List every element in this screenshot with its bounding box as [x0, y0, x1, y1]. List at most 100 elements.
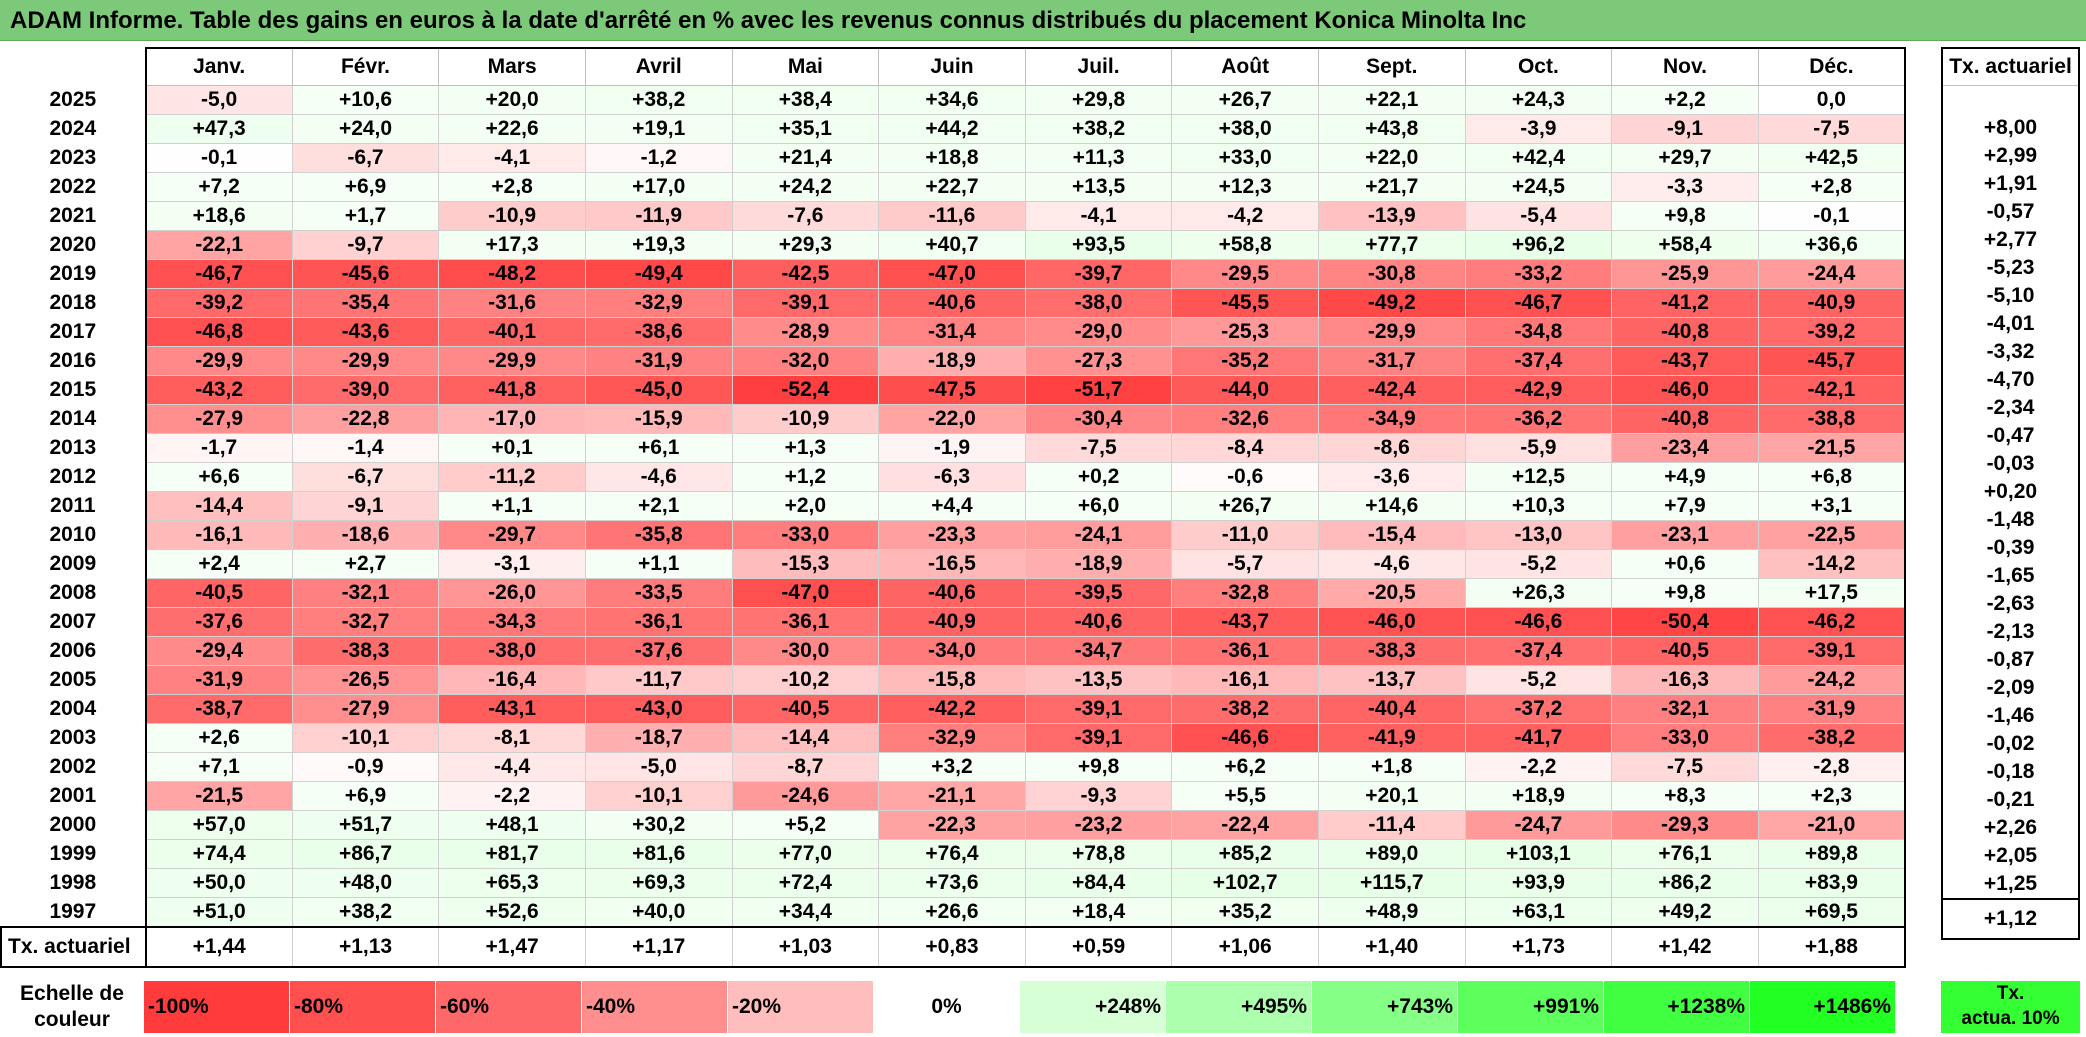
gain-cell: -39,1: [731, 288, 880, 318]
gain-cell: -21,1: [878, 781, 1026, 811]
footer-rate-cell: +1,73: [1464, 926, 1612, 968]
gain-cell: +9,8: [1024, 752, 1173, 782]
gain-cell: +24,0: [291, 114, 440, 144]
gain-cell: +19,3: [584, 230, 733, 260]
gain-cell: +4,4: [878, 491, 1026, 521]
gain-cell: -3,6: [1317, 462, 1466, 492]
gain-cell: +22,0: [1317, 143, 1466, 173]
gain-cell: +24,5: [1464, 172, 1613, 202]
gain-cell: +35,2: [1171, 897, 1319, 928]
gain-cell: +78,8: [1024, 839, 1173, 869]
gain-cell: -4,1: [1024, 201, 1173, 231]
gain-cell: -40,9: [878, 607, 1026, 637]
gain-cell: -10,9: [731, 404, 880, 434]
gain-cell: +38,2: [584, 85, 733, 115]
gain-cell: -46,6: [1464, 607, 1613, 637]
gain-cell: -13,5: [1024, 665, 1173, 695]
gain-cell: -13,9: [1317, 201, 1466, 231]
gain-cell: -40,5: [144, 578, 293, 608]
gain-cell: -37,4: [1464, 346, 1613, 376]
month-header: Juil.: [1024, 47, 1172, 86]
gain-cell: -46,8: [144, 317, 293, 347]
gain-cell: +72,4: [731, 868, 880, 898]
rate-cell: -2,34: [1941, 394, 2080, 422]
rate-cell: -2,13: [1941, 618, 2080, 646]
gain-cell: -31,7: [1317, 346, 1466, 376]
gain-cell: -9,1: [1611, 114, 1759, 144]
year-label: 2001: [49, 784, 97, 807]
gain-cell: +34,4: [731, 897, 880, 928]
gain-cell: +24,3: [1464, 85, 1613, 115]
gain-cell: -38,0: [1024, 288, 1173, 318]
gain-cell: -33,0: [1611, 723, 1759, 753]
gain-cell: -13,0: [1464, 520, 1613, 550]
rate-cell: -1,65: [1941, 562, 2080, 590]
gain-cell: -4,4: [438, 752, 586, 782]
gain-cell: -22,0: [878, 404, 1026, 434]
gain-cell: +36,6: [1757, 230, 1906, 260]
gain-cell: -29,7: [438, 520, 586, 550]
gain-cell: -5,0: [144, 85, 293, 115]
gain-cell: +2,8: [1757, 172, 1906, 202]
table-row: 1999 +74,4 +86,7 +81,7 +81,6 +77,0 +76,4 +78,8 +…: [1, 839, 1906, 869]
gain-cell: -27,9: [291, 694, 440, 724]
table-row: 2000 +57,0 +51,7 +48,1 +30,2 +5,2 -22,3 -23,2 -2…: [1, 810, 1906, 840]
gain-cell: +1,8: [1317, 752, 1466, 782]
gain-cell: -40,9: [1757, 288, 1906, 318]
gain-cell: -9,3: [1024, 781, 1173, 811]
title-bar: ADAM Informe. Table des gains en euros à…: [0, 0, 2086, 41]
gain-cell: +6,1: [584, 433, 733, 463]
gain-cell: -42,2: [878, 694, 1026, 724]
rate-cell: +2,26: [1941, 814, 2080, 842]
gain-cell: +89,8: [1757, 839, 1906, 869]
gain-cell: +49,2: [1611, 897, 1759, 928]
gain-cell: -46,0: [1611, 375, 1759, 405]
rate-cell: +1,25: [1941, 870, 2080, 900]
table-row: 1997 +51,0 +38,2 +52,6 +40,0 +34,4 +26,6 +18,4 +…: [1, 897, 1906, 928]
gain-cell: -16,1: [144, 520, 293, 550]
gain-cell: -1,9: [878, 433, 1026, 463]
gain-cell: +81,7: [438, 839, 586, 869]
gain-cell: +20,1: [1317, 781, 1466, 811]
gain-cell: +5,5: [1171, 781, 1319, 811]
gain-cell: +33,0: [1171, 143, 1319, 173]
gain-cell: -45,0: [584, 375, 733, 405]
gain-cell: +1,1: [438, 491, 586, 521]
gain-cell: +18,4: [1024, 897, 1173, 928]
table-row: 2022 +7,2 +6,9 +2,8 +17,0 +24,2 +22,7 +13,5 +12,…: [1, 172, 1906, 202]
gain-cell: -4,6: [1317, 549, 1466, 579]
gain-cell: -39,7: [1024, 259, 1173, 289]
gain-cell: +69,5: [1757, 897, 1906, 928]
gain-cell: +6,2: [1171, 752, 1319, 782]
gain-cell: -32,0: [731, 346, 880, 376]
gain-cell: -40,5: [731, 694, 880, 724]
gain-cell: +7,2: [144, 172, 293, 202]
gain-cell: -40,5: [1611, 636, 1759, 666]
color-scale: -100% -80% -60% -40% -20% 0% +248% +495% +743% +9…: [144, 981, 1896, 1033]
gain-cell: +63,1: [1464, 897, 1613, 928]
gain-cell: +22,7: [878, 172, 1026, 202]
gain-cell: -17,0: [438, 404, 586, 434]
gain-cell: -7,5: [1611, 752, 1759, 782]
gain-cell: -18,9: [1024, 549, 1173, 579]
gain-cell: -20,5: [1317, 578, 1466, 608]
year-label: 2015: [49, 378, 97, 401]
gain-cell: +77,0: [731, 839, 880, 869]
year-label: 2003: [49, 726, 97, 749]
gain-cell: -10,9: [438, 201, 586, 231]
gain-cell: -15,4: [1317, 520, 1466, 550]
gain-cell: -5,2: [1464, 549, 1613, 579]
gain-cell: -27,9: [144, 404, 293, 434]
gain-cell: -29,4: [144, 636, 293, 666]
gain-cell: -40,8: [1611, 404, 1759, 434]
gain-cell: +13,5: [1024, 172, 1173, 202]
gain-cell: -46,0: [1317, 607, 1466, 637]
gain-cell: -2,8: [1757, 752, 1906, 782]
gain-cell: +2,8: [438, 172, 586, 202]
gain-cell: +0,1: [438, 433, 586, 463]
gain-cell: +48,1: [438, 810, 586, 840]
gain-cell: +35,1: [731, 114, 880, 144]
gain-cell: -22,4: [1171, 810, 1319, 840]
rate-cell: -0,39: [1941, 534, 2080, 562]
gain-cell: -39,2: [144, 288, 293, 318]
